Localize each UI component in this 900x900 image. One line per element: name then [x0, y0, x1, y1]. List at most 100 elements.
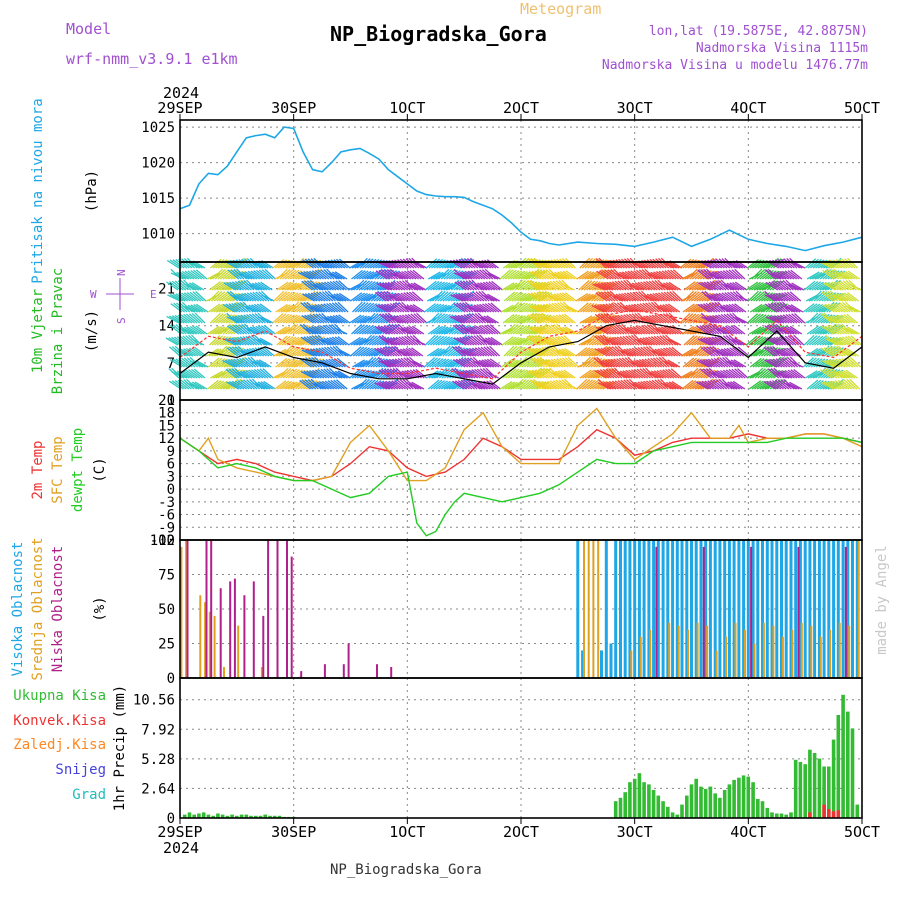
wind-barb: [453, 293, 467, 302]
wind-barb: [232, 294, 246, 302]
wind-barb: [191, 313, 203, 324]
wind-barb: [174, 349, 189, 357]
wind-barb: [661, 360, 675, 368]
wind-barb: [599, 360, 613, 368]
wind-barb: [536, 291, 549, 302]
wind-barb: [447, 302, 459, 313]
wind-barb: [362, 356, 374, 368]
wind-barb: [768, 272, 782, 280]
precip-bar: [239, 814, 244, 818]
wind-barb: [748, 281, 761, 291]
wind-barb: [725, 325, 738, 335]
wind-barb: [476, 269, 489, 280]
wind-barb: [315, 313, 328, 324]
wind-barb: [191, 282, 205, 291]
wind-barb: [428, 370, 442, 379]
wind-barb: [697, 338, 711, 346]
wind-barb: [596, 369, 610, 379]
wind-barb: [375, 304, 389, 313]
wind-barb: [530, 313, 542, 324]
wind-barb: [519, 334, 531, 346]
wind-barb: [836, 336, 849, 346]
wind-barb: [661, 270, 674, 280]
wind-barb: [648, 314, 662, 324]
precip-bar: [268, 815, 272, 818]
precip-bar: [831, 739, 836, 818]
wind-barb: [790, 369, 803, 379]
wind-barb: [730, 381, 743, 390]
wind-barb: [634, 282, 648, 291]
precip-bar: [822, 766, 826, 818]
wind-barb: [365, 357, 377, 368]
wind-barb: [730, 359, 744, 368]
wind-barb: [804, 258, 817, 269]
wind-barb: [363, 347, 376, 357]
y-tick-label: 0: [167, 482, 175, 498]
wind-barb: [622, 370, 636, 379]
wind-barb: [816, 291, 828, 302]
wind-barb: [234, 302, 246, 313]
wind-barb: [524, 303, 537, 313]
wind-barb: [375, 326, 388, 335]
wind-barb: [847, 304, 861, 313]
wind-barb: [480, 315, 494, 324]
wind-barb: [411, 381, 425, 390]
wind-barb: [464, 357, 477, 368]
wind-barb: [209, 281, 221, 291]
wind-barb: [626, 348, 639, 357]
wind-barb: [424, 334, 436, 346]
wind-barb: [226, 347, 239, 357]
wind-barb: [353, 324, 366, 335]
wind-barb: [812, 313, 824, 324]
wind-barb: [604, 269, 617, 280]
wind-barb: [730, 325, 743, 335]
wind-barb: [350, 292, 363, 302]
wind-barb: [479, 303, 492, 313]
wind-barb: [502, 381, 516, 390]
wind-barb: [847, 292, 859, 302]
wind-barb: [490, 302, 503, 313]
wind-barb: [717, 305, 731, 313]
wind-barb: [210, 303, 224, 313]
wind-barb: [637, 346, 650, 357]
wind-barb: [777, 314, 790, 324]
wind-barb: [256, 269, 268, 280]
y-tick-label: 1015: [141, 191, 175, 207]
wind-barb: [377, 381, 391, 390]
wind-barb: [614, 336, 627, 346]
wind-barb: [719, 357, 731, 368]
wind-barb: [191, 381, 205, 390]
wind-barb: [230, 269, 242, 280]
wind-barb: [776, 271, 790, 280]
precip-bar: [258, 815, 263, 818]
wind-barb: [350, 346, 362, 357]
wind-barb: [429, 357, 441, 368]
wind-barb: [263, 324, 276, 335]
wind-barb: [602, 303, 616, 313]
wind-barb: [805, 303, 818, 313]
wind-barb: [847, 270, 860, 280]
wind-barb: [823, 381, 837, 390]
wind-barb: [384, 269, 396, 280]
precip-bar: [855, 804, 860, 818]
wind-barb: [180, 348, 194, 357]
wind-barb: [185, 335, 197, 346]
wind-barb: [509, 337, 523, 346]
wind-barb: [512, 324, 525, 335]
wind-barb: [836, 271, 850, 280]
wind-barb: [836, 302, 849, 313]
wind-barb: [837, 379, 850, 390]
wind-barb: [242, 370, 256, 379]
wind-barb: [826, 381, 840, 390]
wind-barb: [561, 283, 575, 291]
wind-barb: [658, 326, 672, 335]
wind-barb: [547, 380, 560, 390]
wind-barb: [844, 326, 858, 335]
wind-barb: [528, 271, 542, 280]
wind-barb: [512, 270, 526, 280]
wind-barb: [690, 291, 703, 302]
wind-barb: [442, 291, 455, 302]
wind-barb: [166, 281, 179, 291]
wind-barb: [545, 294, 559, 302]
